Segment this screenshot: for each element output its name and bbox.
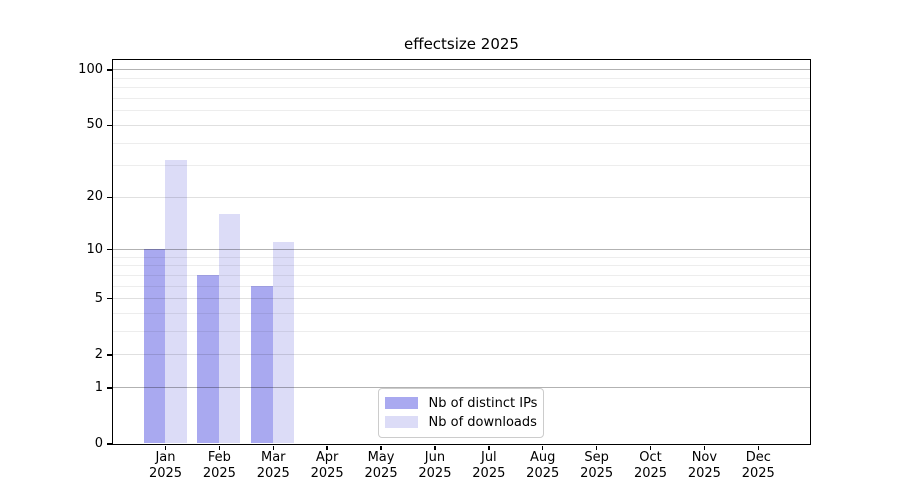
plot-area: Nb of distinct IPs Nb of downloads <box>111 58 811 445</box>
y-tick-label-1: 1 <box>94 379 103 395</box>
y-tick-2 <box>107 354 113 356</box>
y-gridline-9 <box>112 256 810 258</box>
x-tick-oct <box>649 445 652 450</box>
x-tick-label-oct: Oct 2025 <box>633 450 668 481</box>
x-tick-label-mar: Mar 2025 <box>256 450 290 481</box>
y-tick-5 <box>107 298 113 300</box>
x-tick-label-jul: Jul 2025 <box>472 450 506 481</box>
y-gridline-80 <box>112 87 810 89</box>
x-tick-mar <box>272 445 274 450</box>
x-tick-feb <box>218 445 221 450</box>
y-gridline-40 <box>112 142 810 144</box>
x-tick-dec <box>757 445 759 450</box>
y-gridline-30 <box>112 165 810 167</box>
x-tick-label-jan: Jan 2025 <box>148 450 183 481</box>
y-tick-label-5: 5 <box>94 290 103 306</box>
x-tick-label-aug: Aug 2025 <box>526 450 560 481</box>
y-tick-label-0: 0 <box>94 436 103 451</box>
x-tick-label-apr: Apr 2025 <box>310 450 344 481</box>
y-tick-20 <box>107 196 113 198</box>
y-tick-0 <box>107 443 113 445</box>
y-tick-1 <box>107 387 113 389</box>
legend-swatch-distinct-ips <box>384 397 418 409</box>
x-tick-jan <box>164 445 167 450</box>
x-tick-label-jun: Jun 2025 <box>418 450 452 481</box>
x-tick-nov <box>703 445 706 450</box>
y-gridline-70 <box>112 98 810 100</box>
y-tick-10 <box>107 248 113 251</box>
x-tick-label-feb: Feb 2025 <box>202 450 236 481</box>
x-tick-label-nov: Nov 2025 <box>687 450 721 481</box>
y-tick-label-10: 10 <box>86 241 103 257</box>
x-tick-aug <box>542 445 544 450</box>
x-tick-label-may: May 2025 <box>364 450 398 481</box>
y-tick-label-100: 100 <box>78 61 103 77</box>
chart-title: effectsize 2025 <box>404 35 519 53</box>
x-tick-apr <box>326 445 328 450</box>
bar-distinct-ips-feb <box>197 274 219 444</box>
y-gridline-50 <box>112 124 810 126</box>
legend-label-downloads: Nb of downloads <box>428 414 537 430</box>
y-tick-label-50: 50 <box>86 117 103 133</box>
x-tick-jun <box>434 445 436 450</box>
y-tick-50 <box>107 124 113 127</box>
x-tick-jul <box>488 445 490 450</box>
bar-distinct-ips-mar <box>251 285 273 444</box>
legend-label-distinct-ips: Nb of distinct IPs <box>428 395 538 411</box>
x-tick-label-dec: Dec 2025 <box>741 450 775 481</box>
y-tick-label-20: 20 <box>86 189 103 205</box>
y-gridline-8 <box>112 265 810 267</box>
legend: Nb of distinct IPs Nb of downloads <box>377 387 544 438</box>
y-gridline-60 <box>112 110 810 112</box>
x-tick-label-sep: Sep 2025 <box>580 450 614 481</box>
legend-row-downloads: Nb of downloads <box>384 413 537 432</box>
y-gridline-100 <box>112 69 810 71</box>
bar-distinct-ips-jan <box>143 249 165 444</box>
bar-downloads-feb <box>218 213 241 444</box>
bar-downloads-mar <box>272 242 295 444</box>
y-gridline-20 <box>112 196 810 198</box>
legend-swatch-downloads <box>384 416 418 428</box>
y-gridline-10 <box>112 249 810 251</box>
y-tick-100 <box>107 69 113 71</box>
x-tick-may <box>380 445 382 450</box>
bar-downloads-jan <box>165 160 187 444</box>
y-gridline-90 <box>112 77 810 79</box>
x-tick-sep <box>595 445 598 450</box>
y-tick-label-2: 2 <box>94 346 103 362</box>
legend-row-distinct-ips: Nb of distinct IPs <box>384 394 538 413</box>
